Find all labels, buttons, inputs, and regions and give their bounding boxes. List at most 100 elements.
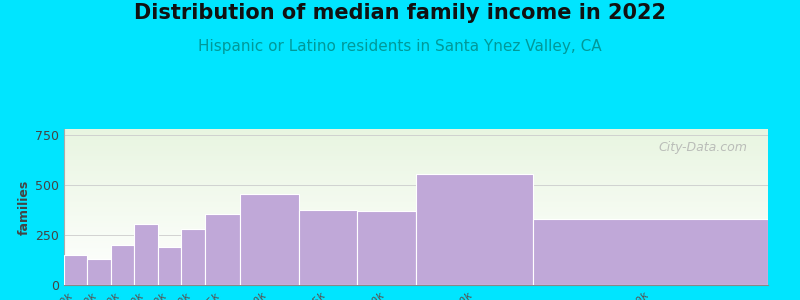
Bar [64,159,768,160]
Bar [64,140,768,142]
Bar [64,185,768,187]
Bar [64,249,768,251]
Bar [64,272,768,274]
Bar [64,193,768,194]
Bar [64,177,768,179]
Bar [64,212,768,213]
Bar [64,191,768,193]
Bar [64,157,768,159]
Bar [298,210,358,285]
Bar [64,206,768,207]
Bar [64,284,768,285]
Bar [64,227,768,229]
Bar [64,135,768,137]
Bar [64,241,768,243]
Bar [64,243,768,244]
Bar [64,169,768,171]
Bar [64,235,768,237]
Bar [64,246,768,247]
Bar [64,233,768,235]
Bar [64,149,768,151]
Bar [64,187,768,188]
Bar [64,202,768,204]
Bar [64,129,768,130]
Bar [158,247,182,285]
Text: Distribution of median family income in 2022: Distribution of median family income in … [134,3,666,23]
Bar [64,146,768,148]
Bar [64,224,768,226]
Bar [64,221,768,223]
Bar [64,190,768,191]
Bar [64,204,768,206]
Bar [64,155,768,157]
Bar [64,248,768,249]
Bar [64,268,768,269]
Bar [64,143,768,145]
Bar [64,160,768,162]
Bar [64,269,768,271]
Bar [64,162,768,163]
Bar [64,213,768,215]
Bar [358,211,416,285]
Bar [64,182,768,184]
Bar [64,173,768,174]
Bar [64,174,768,176]
Bar [64,274,768,276]
Bar [64,181,768,182]
Bar [64,218,768,220]
Bar [64,254,768,255]
Bar [64,220,768,221]
Bar [64,255,87,285]
Bar [205,214,240,285]
Bar [64,165,768,166]
Bar [64,138,768,140]
Bar [64,207,768,208]
Bar [64,154,768,155]
Bar [64,208,768,210]
Bar [64,176,768,177]
Bar [64,230,768,232]
Bar [64,210,768,212]
Bar [64,132,768,134]
Y-axis label: families: families [18,179,31,235]
Bar [534,219,768,285]
Bar [64,252,768,254]
Bar [64,251,768,252]
Bar [416,174,534,285]
Bar [64,171,768,173]
Bar [64,276,768,277]
Bar [64,229,768,230]
Bar [64,152,768,154]
Bar [64,266,768,268]
Bar [64,226,768,227]
Bar [64,238,768,240]
Bar [64,194,768,196]
Text: Hispanic or Latino residents in Santa Ynez Valley, CA: Hispanic or Latino residents in Santa Yn… [198,39,602,54]
Bar [64,167,768,168]
Bar [64,257,768,259]
Bar [64,277,768,279]
Bar [64,198,768,199]
Bar [64,199,768,201]
Bar [64,179,768,181]
Bar [64,168,768,170]
Bar [64,216,768,218]
Bar [64,137,768,138]
Bar [111,245,134,285]
Bar [64,259,768,260]
Bar [182,229,205,285]
Bar [64,280,768,282]
Bar [64,260,768,262]
Bar [134,224,158,285]
Bar [64,232,768,233]
Bar [64,237,768,238]
Bar [64,262,768,263]
Bar [64,263,768,265]
Bar [64,134,768,135]
Bar [64,279,768,280]
Bar [64,163,768,165]
Bar [64,145,768,146]
Bar [64,240,768,241]
Bar [64,223,768,224]
Bar [64,184,768,185]
